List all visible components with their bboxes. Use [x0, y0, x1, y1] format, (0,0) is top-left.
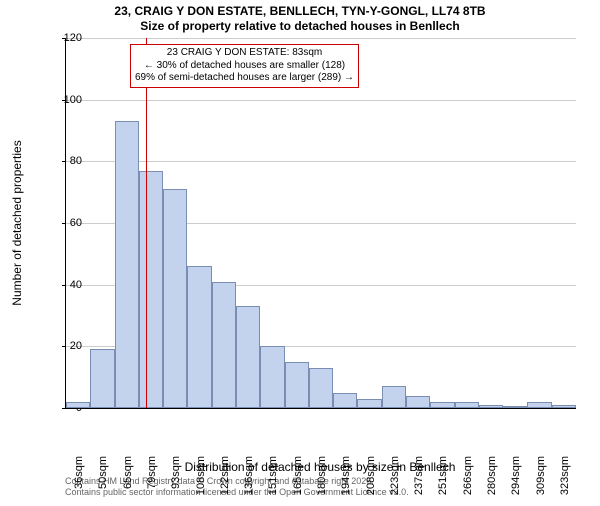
- histogram-bar: [163, 189, 187, 408]
- x-tick-label: 237sqm: [413, 456, 425, 506]
- histogram-bar: [527, 402, 551, 408]
- histogram-bar: [479, 405, 503, 408]
- annot-line-1: 23 CRAIG Y DON ESTATE: 83sqm: [167, 47, 322, 58]
- histogram-bar: [285, 362, 309, 408]
- gridline: [66, 161, 576, 162]
- x-tick-label: 309sqm: [535, 456, 547, 506]
- x-tick-label: 294sqm: [510, 456, 522, 506]
- histogram-bar: [455, 402, 479, 408]
- annot-line-2: ← 30% of detached houses are smaller (12…: [144, 60, 345, 71]
- annotation-box: 23 CRAIG Y DON ESTATE: 83sqm ← 30% of de…: [130, 44, 359, 88]
- histogram-bar: [66, 402, 90, 408]
- x-tick-label: 323sqm: [559, 456, 571, 506]
- x-tick-label: 223sqm: [389, 456, 401, 506]
- histogram-bar: [90, 349, 114, 408]
- x-tick-label: 93sqm: [170, 456, 182, 506]
- histogram-bar: [503, 406, 527, 408]
- x-tick-label: 79sqm: [146, 456, 158, 506]
- histogram-bar: [187, 266, 211, 408]
- gridline: [66, 38, 576, 39]
- reference-line: [146, 38, 147, 408]
- histogram-bar: [552, 405, 576, 408]
- footer-text: Contains HM Land Registry data © Crown c…: [65, 476, 409, 498]
- y-tick-label: 100: [42, 94, 82, 106]
- histogram-bar: [357, 399, 381, 408]
- title-line-1: 23, CRAIG Y DON ESTATE, BENLLECH, TYN-Y-…: [114, 4, 485, 18]
- chart-title: 23, CRAIG Y DON ESTATE, BENLLECH, TYN-Y-…: [0, 4, 600, 34]
- x-tick-label: 266sqm: [462, 456, 474, 506]
- chart-container: 23, CRAIG Y DON ESTATE, BENLLECH, TYN-Y-…: [0, 0, 600, 500]
- y-tick-label: 120: [42, 32, 82, 44]
- y-tick-label: 60: [42, 217, 82, 229]
- histogram-bar: [236, 306, 260, 408]
- x-tick-label: 151sqm: [267, 456, 279, 506]
- histogram-bar: [309, 368, 333, 408]
- x-tick-label: 194sqm: [340, 456, 352, 506]
- title-line-2: Size of property relative to detached ho…: [140, 19, 459, 33]
- x-tick-label: 36sqm: [73, 456, 85, 506]
- x-tick-label: 251sqm: [437, 456, 449, 506]
- x-tick-label: 165sqm: [292, 456, 304, 506]
- histogram-bar: [382, 386, 406, 408]
- histogram-bar: [430, 402, 454, 408]
- histogram-bar: [139, 171, 163, 408]
- x-tick-label: 65sqm: [122, 456, 134, 506]
- annot-line-3: 69% of semi-detached houses are larger (…: [135, 72, 354, 83]
- x-tick-label: 180sqm: [316, 456, 328, 506]
- x-tick-label: 136sqm: [243, 456, 255, 506]
- x-tick-label: 122sqm: [219, 456, 231, 506]
- histogram-bar: [212, 282, 236, 408]
- x-tick-label: 280sqm: [486, 456, 498, 506]
- y-tick-label: 40: [42, 279, 82, 291]
- x-tick-label: 108sqm: [195, 456, 207, 506]
- histogram-bar: [115, 121, 139, 408]
- histogram-bar: [260, 346, 284, 408]
- y-tick-label: 20: [42, 340, 82, 352]
- footer-line-2: Contains public sector information licen…: [65, 487, 409, 497]
- y-axis-label: Number of detached properties: [10, 140, 24, 305]
- plot-area: 23 CRAIG Y DON ESTATE: 83sqm ← 30% of de…: [65, 38, 576, 409]
- x-tick-label: 208sqm: [365, 456, 377, 506]
- y-tick-label: 80: [42, 155, 82, 167]
- histogram-bar: [406, 396, 430, 408]
- x-tick-label: 50sqm: [97, 456, 109, 506]
- histogram-bar: [333, 393, 357, 408]
- gridline: [66, 100, 576, 101]
